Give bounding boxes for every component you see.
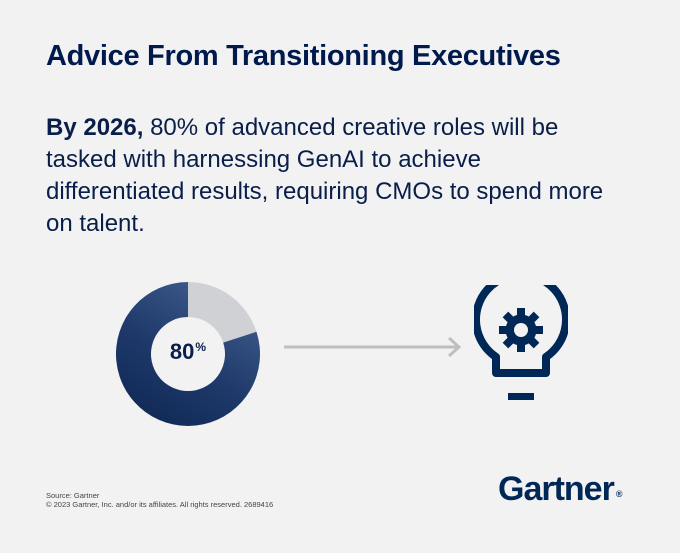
lightbulb-gear-icon	[474, 285, 568, 400]
headline-statement: By 2026, 80% of advanced creative roles …	[46, 112, 606, 240]
headline-lead: By 2026,	[46, 114, 144, 141]
headline-text: 80% of advanced creative roles will be t…	[46, 114, 604, 237]
page-title: Advice From Transitioning Executives	[46, 40, 561, 72]
source-line: Source: Gartner	[46, 491, 100, 500]
donut-chart	[116, 282, 260, 426]
donut-center-label: 80%	[170, 339, 206, 365]
arrow-right-icon	[284, 336, 462, 358]
logo-registered-mark: ®	[615, 489, 623, 499]
copyright-line: © 2023 Gartner, Inc. and/or its affiliat…	[46, 500, 274, 509]
donut-slice-other	[188, 282, 257, 343]
donut-center-unit: %	[195, 340, 207, 354]
donut-slice-main	[116, 282, 260, 426]
gartner-logo: Gartner ®	[498, 470, 623, 509]
source-note: Source: Gartner © 2023 Gartner, Inc. and…	[46, 491, 273, 509]
logo-wordmark: Gartner	[498, 470, 615, 508]
donut-center-value: 80	[169, 339, 195, 364]
